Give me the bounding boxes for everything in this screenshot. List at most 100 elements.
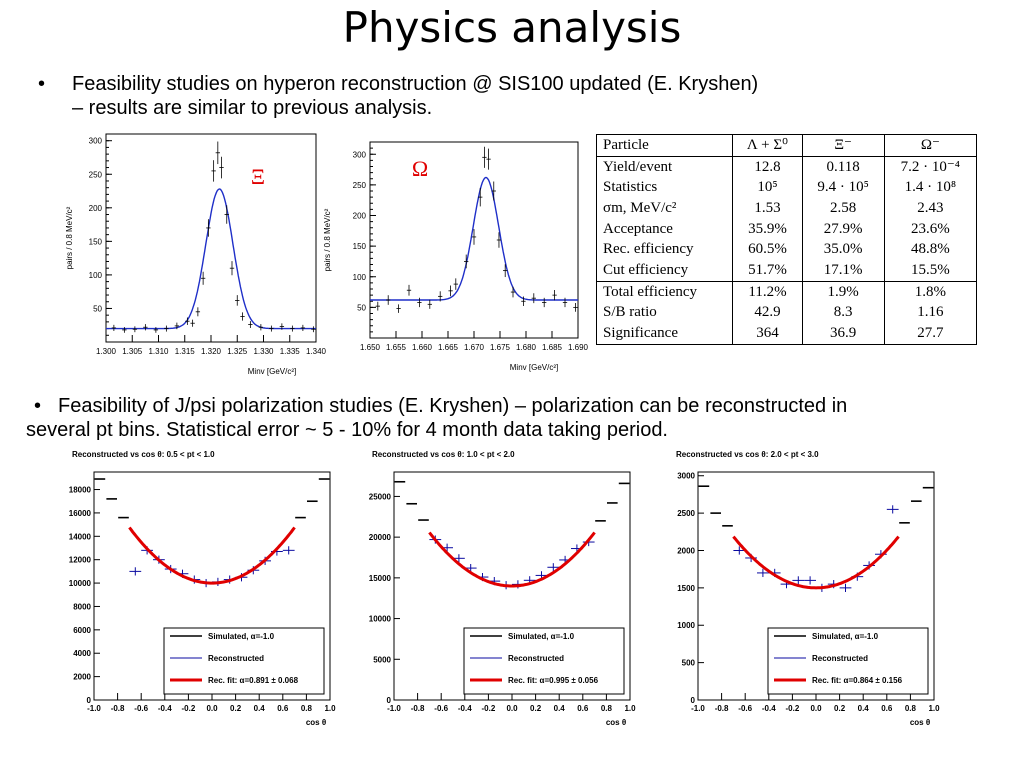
table-cell: 1.4 · 10⁸ (883, 177, 977, 199)
table-cell: Ω⁻ (883, 134, 977, 157)
y-tick-label: 100 (353, 273, 367, 282)
legend-box (163, 627, 325, 695)
y-tick-label: 50 (93, 304, 102, 313)
table-cell: 27.9% (801, 218, 885, 240)
y-tick-label: 18000 (69, 486, 92, 495)
x-tick-label: 0.2 (530, 704, 542, 713)
legend-entry: Rec. fit: α=0.864 ± 0.156 (812, 676, 903, 685)
hyperon-table: Particle Λ + Σ⁰ Ξ⁻ Ω⁻ Yield/event 12.8 0.118 7.… (596, 134, 977, 345)
x-tick-label: 1.650 (360, 343, 381, 352)
legend-box (767, 627, 929, 695)
y-tick-label: 150 (353, 242, 367, 251)
x-tick-label: 0.6 (277, 704, 289, 713)
data-point (386, 295, 391, 305)
data-point (471, 229, 477, 245)
table-cell: 1.16 (883, 302, 977, 324)
y-tick-label: 1500 (677, 584, 695, 593)
bullet-line: several pt bins. Statistical error ~ 5 -… (26, 419, 668, 441)
data-point (562, 297, 568, 308)
reconstructed-point (129, 567, 142, 576)
x-axis-label: Minv [GeV/c²] (248, 367, 296, 376)
y-tick-label: 150 (89, 237, 103, 246)
x-tick-label: 1.670 (464, 343, 485, 352)
reconstructed-point (757, 568, 769, 578)
reconstructed-point (839, 583, 852, 592)
plot-legend: Simulated, α=-1.0 Reconstructed Rec. fit: … (463, 627, 625, 695)
data-point (300, 324, 306, 331)
table-cell: Acceptance (603, 220, 673, 237)
plot-legend: Simulated, α=-1.0 Reconstructed Rec. fit: … (767, 627, 929, 695)
table-cell: 35.0% (801, 239, 885, 261)
bullet-jpsi: • Feasibility of J/psi polarization studi… (26, 394, 1006, 442)
legend-box (463, 627, 625, 695)
data-point (486, 148, 491, 170)
table-cell: 17.1% (801, 260, 885, 282)
data-point (491, 181, 496, 201)
y-tick-label: 0 (387, 696, 392, 705)
data-point (190, 319, 195, 327)
x-tick-label: -0.6 (434, 704, 448, 713)
reconstructed-point (453, 554, 465, 563)
x-tick-label: 0.4 (254, 704, 266, 713)
table-cell: 10⁵ (732, 177, 803, 199)
table-row: Rec. efficiency 60.5% 35.0% 48.8% (597, 239, 977, 261)
y-tick-label: 200 (89, 204, 103, 213)
data-point (143, 324, 148, 331)
x-axis-label: cos θ (606, 718, 626, 727)
data-point (406, 284, 412, 296)
bullet-line: Feasibility of J/psi polarization studie… (58, 395, 848, 417)
data-point (478, 187, 483, 207)
x-tick-label: 1.680 (516, 343, 537, 352)
table-cell: 60.5% (732, 239, 803, 261)
x-tick-label: 1.310 (148, 347, 169, 356)
table-cell: Statistics (603, 179, 658, 196)
fit-curve (128, 526, 296, 585)
data-point (311, 326, 316, 333)
y-tick-label: 2000 (73, 673, 91, 682)
x-tick-label: 0.8 (301, 704, 313, 713)
y-tick-label: 2000 (677, 546, 695, 555)
table-cell: 1.9% (801, 280, 885, 303)
y-tick-label: 5000 (373, 655, 391, 664)
x-tick-label: -1.0 (387, 704, 401, 713)
data-point (229, 261, 235, 276)
table-cell: 15.5% (883, 260, 977, 282)
table-cell: 23.6% (883, 218, 977, 240)
bullet-line: Feasibility studies on hyperon reconstru… (72, 73, 759, 95)
data-point (164, 325, 169, 332)
y-tick-label: 0 (691, 696, 696, 705)
y-tick-label: 250 (353, 181, 367, 190)
x-tick-label: 0.8 (601, 704, 613, 713)
x-tick-label: -0.6 (134, 704, 148, 713)
reconstructed-point (804, 576, 816, 585)
x-tick-label: 1.690 (568, 343, 589, 352)
data-point (290, 325, 295, 332)
table-cell: S/B ratio (603, 304, 657, 321)
plot-frame (105, 133, 317, 343)
y-tick-label: 8000 (73, 602, 91, 611)
y-tick-label: 500 (682, 659, 696, 668)
y-tick-label: 300 (89, 137, 103, 146)
x-tick-label: 0.4 (858, 704, 870, 713)
fit-curve (732, 535, 900, 590)
reconstructed-point (547, 563, 560, 572)
table-cell: 42.9 (732, 302, 803, 324)
plot-title: Reconstructed vs cos θ: 1.0 < pt < 2.0 (372, 450, 515, 459)
x-tick-label: -0.4 (762, 704, 776, 713)
table-cell: Cut efficiency (603, 262, 689, 279)
x-tick-label: 1.0 (324, 704, 336, 713)
table-cell: 2.43 (883, 198, 977, 219)
data-point (122, 327, 127, 333)
x-tick-label: 1.335 (280, 347, 301, 356)
table-cell: Λ + Σ⁰ (732, 134, 803, 157)
reconstructed-point (886, 505, 899, 514)
table-cell: Rec. efficiency (603, 241, 694, 258)
bullet-symbol: • (34, 395, 42, 417)
y-tick-label: 15000 (369, 574, 392, 583)
data-point (235, 295, 240, 306)
table-cell: 36.9 (801, 323, 885, 345)
table-cell: 51.7% (732, 260, 803, 282)
x-tick-label: 1.675 (490, 343, 511, 352)
polarization-plot-3: Reconstructed vs cos θ: 2.0 < pt < 3.0 0 5… (676, 450, 940, 727)
particle-label: Ω (412, 156, 428, 181)
